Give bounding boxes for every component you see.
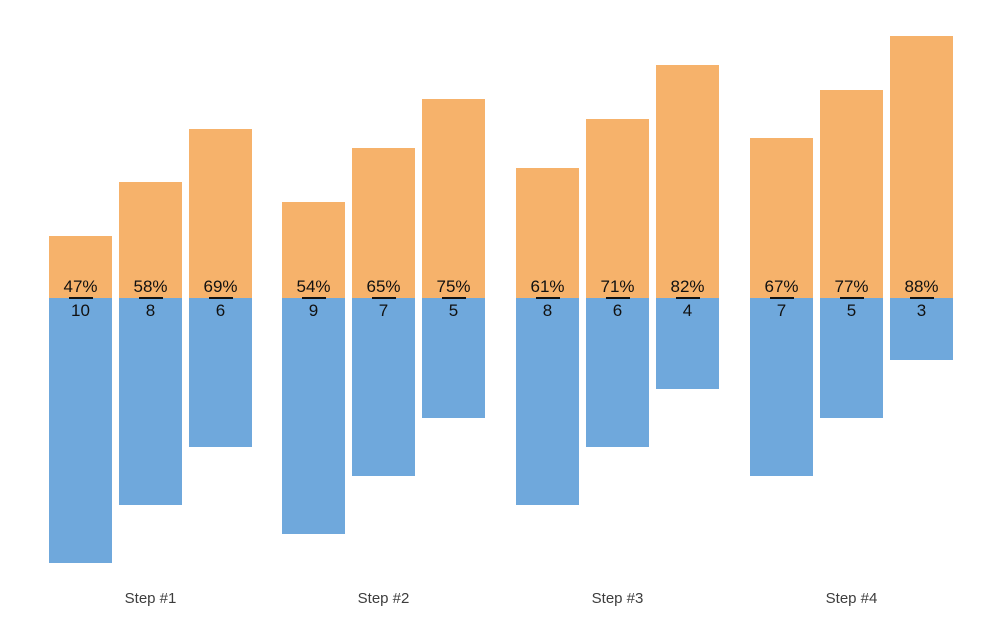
bar-segment-below: [282, 298, 345, 534]
bar-segment-below: [352, 298, 415, 476]
bar-segment-above: [49, 236, 112, 298]
bar-segment-below: [820, 298, 883, 418]
bar-segment-above: [516, 168, 579, 298]
bar-segment-above: [586, 119, 649, 298]
bar-segment-below: [119, 298, 182, 505]
bar-segment-above: [890, 36, 953, 298]
bar-segment-above: [750, 138, 813, 298]
bar-segment-above: [282, 202, 345, 298]
bar-segment-below: [516, 298, 579, 505]
bar-segment-above: [820, 90, 883, 298]
bar-segment-above: [352, 148, 415, 298]
bar-segment-below: [586, 298, 649, 447]
bar-segment-below: [890, 298, 953, 360]
bar-segment-above: [656, 65, 719, 298]
bar-segment-above: [119, 182, 182, 298]
bar-segment-above: [422, 99, 485, 298]
bar-segment-below: [189, 298, 252, 447]
x-axis-label: Step #1: [124, 590, 177, 607]
bar-segment-below: [656, 298, 719, 389]
bar-segment-below: [750, 298, 813, 476]
bar-segment-below: [49, 298, 112, 563]
x-axis-label: Step #2: [357, 590, 410, 607]
x-axis-label: Step #4: [825, 590, 878, 607]
x-axis-label: Step #3: [591, 590, 644, 607]
bar-segment-above: [189, 129, 252, 298]
bar-segment-below: [422, 298, 485, 418]
